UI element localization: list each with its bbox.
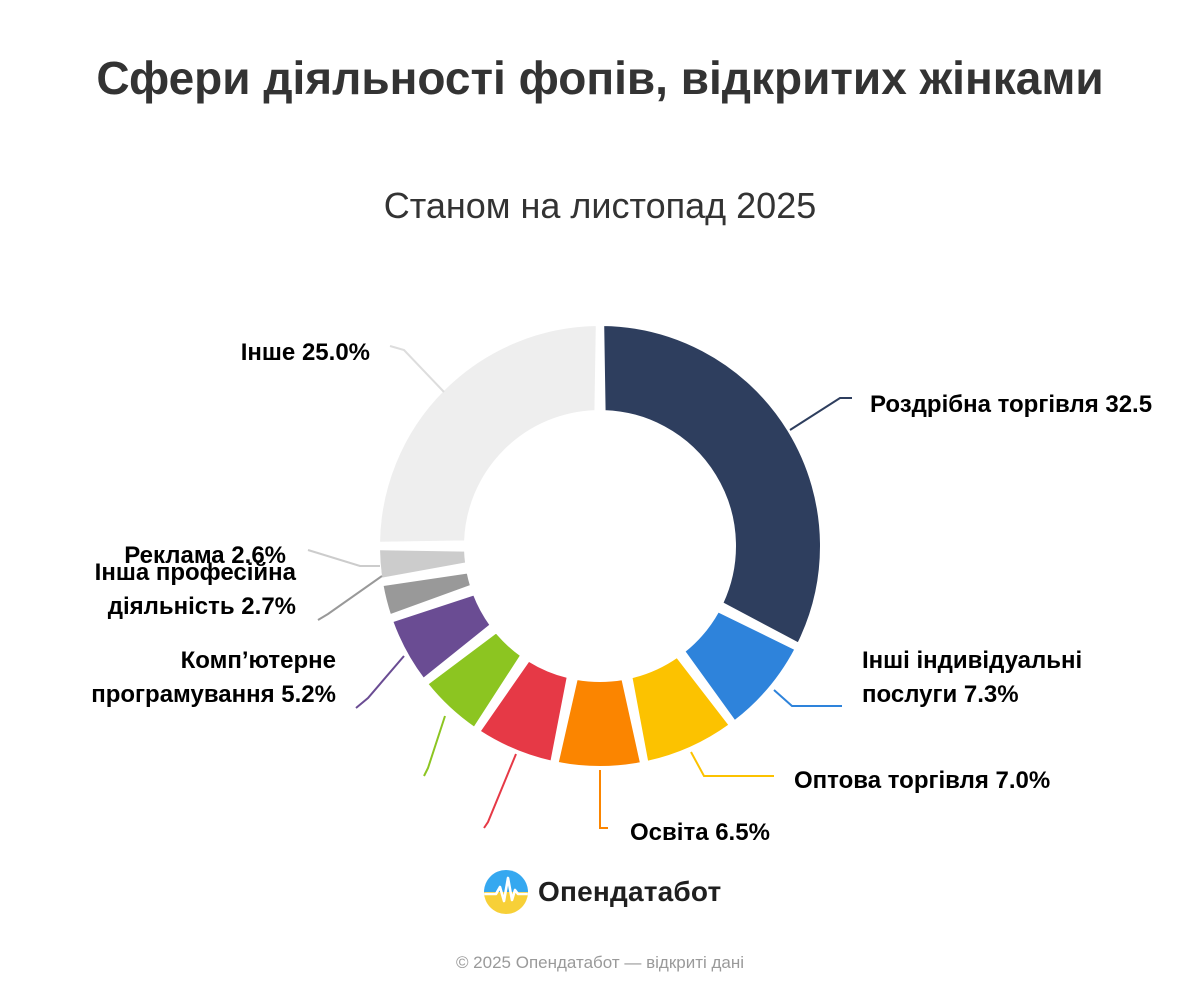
leader-line [317,575,383,621]
footer-copyright: © 2025 Опендатабот — відкриті дані [455,953,745,972]
leader-line [599,770,608,829]
slice-label: Інше 25.0% [241,339,370,366]
slice-label: Комп’ютерне програмування 5.2% [91,647,336,708]
donut-slice [378,324,598,544]
slice-label: Оптова торгівля 7.0% [794,767,1050,794]
leader-line [773,689,842,707]
brand: Опендатабот [484,870,721,914]
slice-label: Роздрібна торгівля 32.5 [870,391,1152,418]
donut-slice [381,571,472,617]
donut-slice [556,677,642,768]
slice-labels: Роздрібна торгівля 32.5 Інші індивідуальн… [91,339,1152,846]
slice-label: Освіта 6.5% [630,819,770,846]
chart-title: Сфери діяльності фопів, відкритих жінкам… [96,52,1104,104]
brand-name: Опендатабот [538,876,722,907]
leader-line [355,655,405,709]
chart-subtitle: Станом на листопад 2025 [383,185,817,226]
donut-slice [602,324,822,645]
leader-line [483,753,517,829]
leader-line [690,751,774,777]
donut-slice [378,548,468,580]
slice-label: Інші індивідуальні послуги 7.3% [862,647,1082,708]
leader-lines [307,345,852,829]
slice-label: Реклама 2.6% [124,542,286,569]
donut-slice [630,655,731,763]
donut-slice [426,631,523,729]
leader-line [789,397,852,431]
leader-line [423,715,446,777]
donut-slices [378,324,822,768]
donut-slice [478,659,569,763]
leader-line [389,345,445,393]
leader-line [307,549,380,567]
slice-label: Інша професійна діяльність 2.7% [95,559,297,620]
donut-slice [683,610,797,723]
donut-slice [391,593,492,680]
opendatabot-logo-icon [484,870,528,914]
